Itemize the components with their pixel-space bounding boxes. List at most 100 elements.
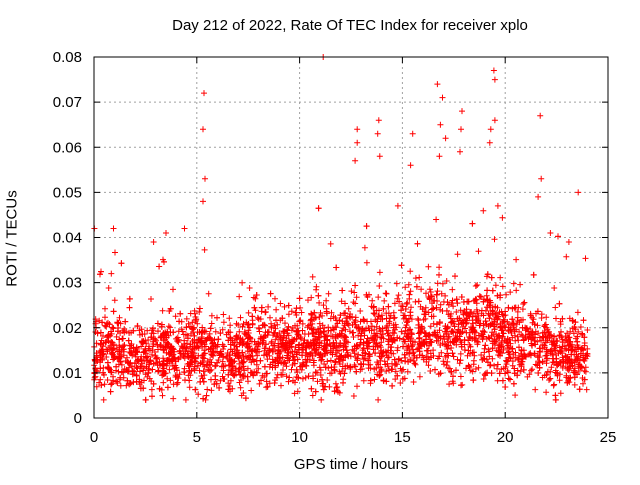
data-point bbox=[482, 342, 489, 349]
data-point bbox=[187, 372, 194, 379]
data-point bbox=[103, 354, 110, 360]
data-point bbox=[233, 320, 240, 327]
data-point bbox=[311, 316, 318, 322]
data-point bbox=[367, 365, 374, 372]
data-point bbox=[395, 292, 402, 299]
data-point bbox=[239, 279, 246, 286]
data-point bbox=[98, 382, 105, 389]
data-point bbox=[170, 329, 177, 336]
data-point bbox=[487, 299, 494, 306]
data-point bbox=[248, 387, 255, 394]
data-point bbox=[305, 322, 312, 329]
data-point bbox=[286, 374, 293, 381]
data-point bbox=[245, 321, 252, 327]
data-point bbox=[105, 285, 112, 291]
data-point bbox=[415, 298, 422, 305]
data-point bbox=[313, 346, 320, 353]
data-point bbox=[196, 329, 203, 335]
data-point bbox=[224, 350, 231, 356]
data-point bbox=[498, 343, 505, 350]
data-point bbox=[469, 368, 476, 375]
data-point bbox=[489, 355, 496, 362]
data-point bbox=[323, 336, 330, 343]
data-point bbox=[115, 348, 121, 355]
data-point bbox=[181, 369, 188, 375]
data-point bbox=[416, 335, 422, 342]
data-point bbox=[448, 345, 455, 351]
data-point bbox=[225, 371, 232, 378]
data-point bbox=[285, 323, 292, 330]
data-point bbox=[559, 315, 566, 322]
data-point bbox=[157, 342, 164, 348]
data-point bbox=[401, 312, 408, 319]
data-point bbox=[466, 313, 473, 320]
data-point bbox=[116, 336, 123, 343]
y-tick-label: 0.01 bbox=[53, 365, 82, 382]
data-point-peak bbox=[409, 130, 416, 137]
data-point bbox=[109, 380, 115, 387]
data-point bbox=[208, 348, 214, 355]
data-point bbox=[379, 316, 386, 323]
data-point bbox=[448, 328, 455, 335]
data-point bbox=[108, 270, 115, 277]
data-point bbox=[396, 298, 403, 305]
data-point bbox=[257, 357, 264, 364]
data-point bbox=[507, 327, 514, 333]
data-point bbox=[164, 375, 171, 382]
data-point bbox=[544, 368, 551, 375]
data-point bbox=[345, 305, 352, 312]
data-point bbox=[305, 342, 312, 349]
data-point bbox=[472, 283, 479, 289]
x-tick-label: 0 bbox=[90, 429, 98, 446]
data-point bbox=[319, 376, 326, 383]
data-point bbox=[443, 278, 450, 284]
data-point bbox=[126, 342, 133, 349]
x-tick-label: 10 bbox=[291, 429, 308, 446]
data-point bbox=[571, 324, 578, 331]
data-point bbox=[402, 284, 409, 291]
data-point bbox=[229, 367, 236, 373]
data-point bbox=[137, 363, 144, 370]
data-point bbox=[498, 366, 505, 373]
data-point bbox=[544, 355, 551, 362]
data-point bbox=[508, 330, 515, 336]
data-point bbox=[369, 323, 375, 330]
data-point bbox=[116, 314, 123, 321]
data-point bbox=[440, 358, 447, 365]
data-point bbox=[557, 321, 564, 328]
data-point bbox=[348, 288, 355, 295]
data-point bbox=[373, 365, 380, 371]
data-point bbox=[448, 310, 454, 317]
y-tick-label: 0.05 bbox=[53, 184, 82, 201]
data-point bbox=[581, 376, 588, 383]
data-point bbox=[314, 369, 321, 376]
data-point bbox=[308, 310, 315, 317]
data-point bbox=[318, 396, 325, 403]
data-point bbox=[546, 377, 552, 383]
data-point bbox=[204, 358, 211, 365]
data-point bbox=[105, 337, 112, 344]
data-point bbox=[458, 382, 464, 389]
data-point bbox=[539, 374, 546, 381]
data-point bbox=[240, 390, 247, 396]
data-point bbox=[126, 349, 133, 355]
data-point bbox=[302, 344, 309, 351]
data-point bbox=[315, 205, 322, 212]
data-point bbox=[451, 323, 458, 330]
data-point bbox=[403, 300, 410, 307]
data-point bbox=[167, 345, 173, 352]
data-point bbox=[236, 328, 243, 335]
data-point bbox=[443, 325, 449, 332]
data-point bbox=[137, 385, 144, 392]
data-point-peak bbox=[407, 162, 414, 169]
data-point bbox=[499, 311, 506, 318]
data-point bbox=[285, 357, 291, 364]
data-point bbox=[516, 344, 522, 351]
data-point bbox=[245, 309, 252, 316]
data-point bbox=[503, 291, 510, 298]
data-point bbox=[290, 337, 297, 343]
y-tick-label: 0.02 bbox=[53, 320, 82, 337]
data-point-peak bbox=[575, 189, 582, 196]
data-point bbox=[157, 334, 164, 341]
